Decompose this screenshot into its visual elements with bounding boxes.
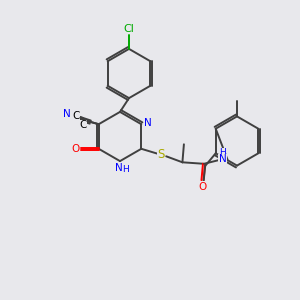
Text: C: C bbox=[79, 120, 86, 130]
Text: N: N bbox=[64, 109, 72, 119]
Text: S: S bbox=[157, 148, 164, 161]
Text: N: N bbox=[219, 154, 226, 164]
Text: Cl: Cl bbox=[124, 24, 134, 34]
Text: O: O bbox=[71, 144, 80, 154]
Text: N: N bbox=[63, 109, 71, 119]
Text: H: H bbox=[122, 165, 129, 174]
Text: N: N bbox=[144, 118, 152, 128]
Text: H: H bbox=[219, 148, 226, 157]
Text: O: O bbox=[198, 182, 207, 192]
Text: N: N bbox=[115, 163, 122, 173]
Text: C: C bbox=[73, 111, 80, 121]
